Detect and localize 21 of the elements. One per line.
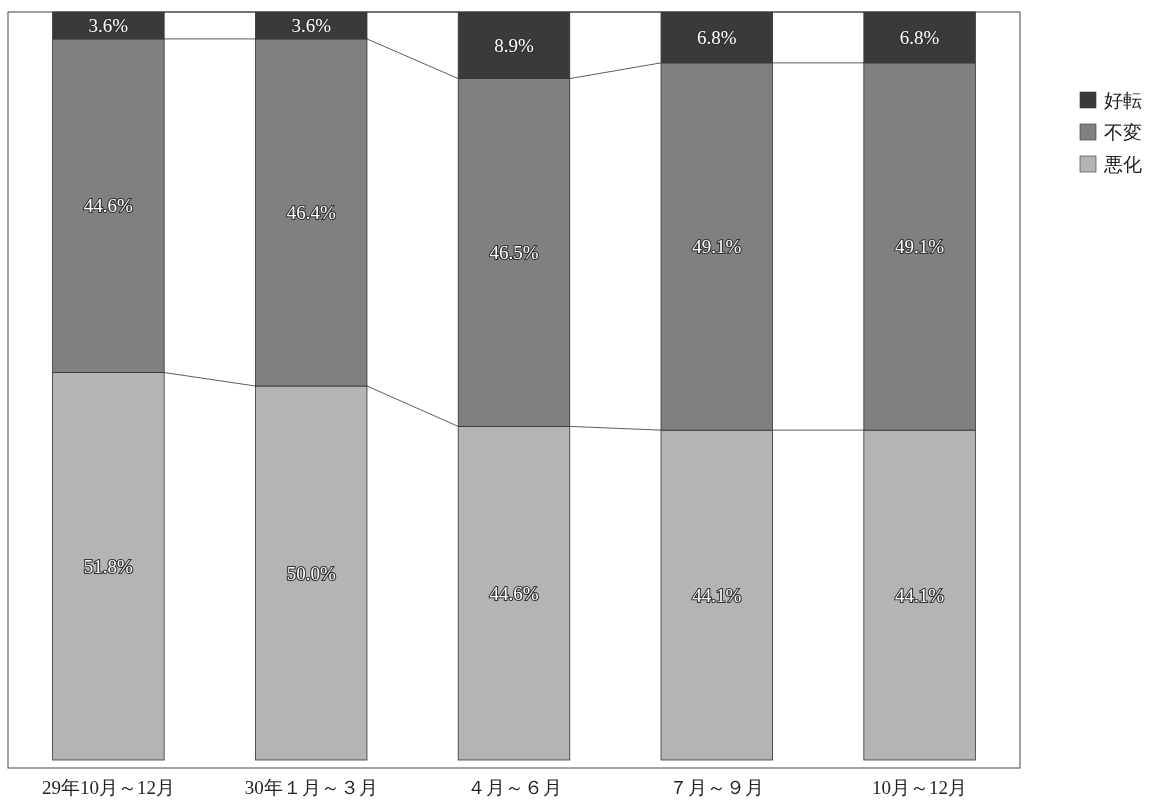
legend-label: 悪化 xyxy=(1103,152,1142,175)
legend-label: 不変 xyxy=(1104,120,1142,143)
data-label: 44.1% xyxy=(692,584,742,606)
x-tick-label: 30年１月～３月 xyxy=(244,777,378,798)
data-label: 6.8% xyxy=(697,27,737,49)
x-tick-label: ４月～６月 xyxy=(466,777,562,798)
x-tick-label: 29年10月～12月 xyxy=(41,777,175,798)
data-label: 44.1% xyxy=(895,584,945,606)
data-label: 46.4% xyxy=(286,202,336,224)
x-tick-label: ７月～９月 xyxy=(669,777,765,798)
data-label: 46.5% xyxy=(489,242,539,264)
data-label: 3.6% xyxy=(88,15,129,37)
x-tick-label: 10月～12月 xyxy=(872,777,968,798)
legend-label: 好転 xyxy=(1104,88,1142,111)
data-label: 8.9% xyxy=(494,34,534,56)
data-label: 6.8% xyxy=(899,27,940,49)
data-label: 3.6% xyxy=(291,15,332,37)
data-label: 49.1% xyxy=(895,236,945,258)
data-label: 44.6% xyxy=(83,195,134,217)
data-label: 44.6% xyxy=(489,582,539,604)
data-label: 49.1% xyxy=(692,236,742,258)
